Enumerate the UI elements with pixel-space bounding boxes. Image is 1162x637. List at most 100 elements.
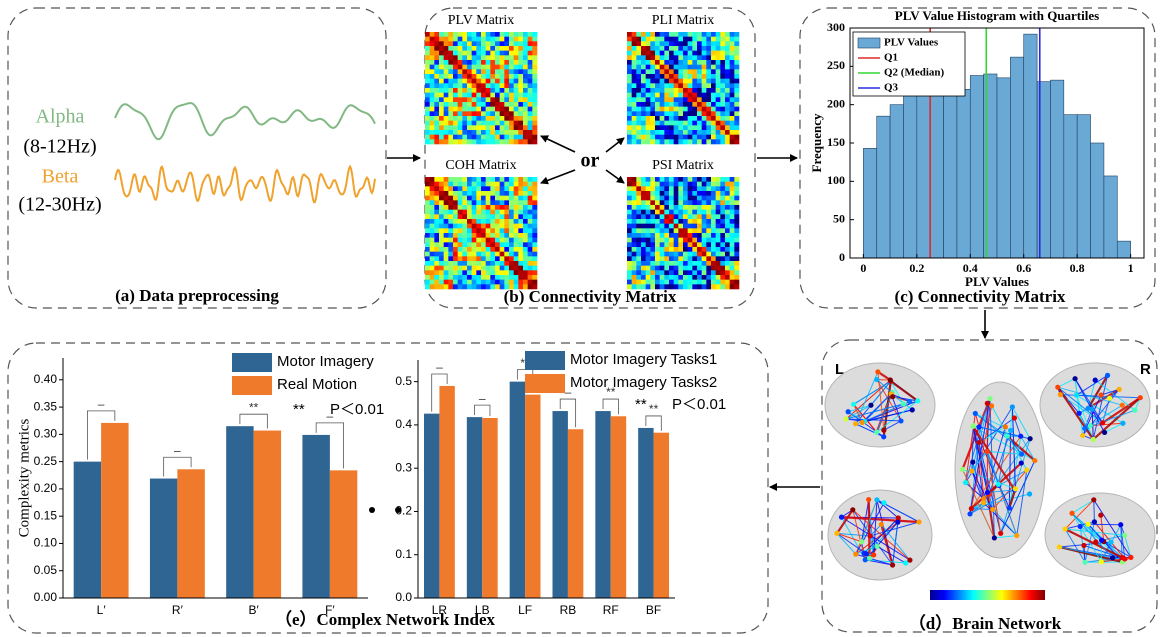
matrix-cell xyxy=(646,182,651,187)
matrix-cell xyxy=(500,284,505,289)
matrix-cell xyxy=(636,139,641,144)
matrix-cell xyxy=(688,32,693,37)
matrix-cell xyxy=(532,186,537,191)
matrix-cell xyxy=(669,177,674,182)
matrix-cell xyxy=(627,125,632,130)
matrix-cell xyxy=(476,177,481,182)
matrix-cell xyxy=(458,74,463,79)
matrix-cell xyxy=(683,41,688,46)
matrix-cell xyxy=(523,111,528,116)
matrix-cell xyxy=(453,219,458,224)
matrix-cell xyxy=(458,111,463,116)
matrix-cell xyxy=(472,139,477,144)
matrix-cell xyxy=(430,177,435,182)
matrix-cell xyxy=(660,88,665,93)
matrix-cell xyxy=(655,210,660,215)
matrix-cell xyxy=(646,60,651,65)
matrix-cell xyxy=(660,186,665,191)
matrix-cell xyxy=(660,275,665,280)
matrix-cell xyxy=(425,219,430,224)
matrix-cell xyxy=(669,79,674,84)
matrix-cell xyxy=(697,228,702,233)
matrix-cell xyxy=(664,74,669,79)
matrix-cell xyxy=(706,55,711,60)
matrix-cell xyxy=(500,121,505,126)
matrix-cell xyxy=(711,252,716,257)
matrix-cell xyxy=(641,37,646,42)
matrix-cell xyxy=(664,280,669,285)
brain-node xyxy=(1057,544,1062,549)
matrix-cell xyxy=(636,97,641,102)
matrix-cell xyxy=(655,46,660,51)
matrix-cell xyxy=(439,200,444,205)
matrix-cell xyxy=(518,93,523,98)
matrix-cell xyxy=(467,275,472,280)
brain-node xyxy=(1138,395,1143,400)
matrix-cell xyxy=(627,111,632,116)
matrix-cell xyxy=(632,69,637,74)
matrix-cell xyxy=(472,200,477,205)
matrix-cell xyxy=(458,55,463,60)
matrix-cell xyxy=(627,55,632,60)
brain-node xyxy=(1090,407,1095,412)
brain-node xyxy=(1092,519,1097,524)
matrix-cell xyxy=(641,266,646,271)
matrix-cell xyxy=(448,83,453,88)
matrix-cell xyxy=(430,210,435,215)
matrix-cell xyxy=(683,224,688,229)
matrix-cell xyxy=(453,79,458,84)
matrix-cell xyxy=(458,275,463,280)
matrix-cell xyxy=(655,228,660,233)
matrix-cell xyxy=(725,219,730,224)
matrix-cell xyxy=(716,191,721,196)
matrix-cell xyxy=(692,69,697,74)
matrix-cell xyxy=(490,65,495,70)
matrix-cell xyxy=(636,107,641,112)
matrix-cell xyxy=(660,261,665,266)
matrix-cell xyxy=(697,79,702,84)
matrix-cell xyxy=(532,252,537,257)
matrix-cell xyxy=(518,69,523,74)
brain-node xyxy=(879,522,884,527)
matrix-cell xyxy=(448,65,453,70)
matrix-cell xyxy=(697,65,702,70)
matrix-cell xyxy=(425,121,430,126)
matrix-cell xyxy=(509,83,514,88)
matrix-cell xyxy=(702,275,707,280)
matrix-cell xyxy=(688,191,693,196)
matrix-cell xyxy=(734,247,739,252)
matrix-cell xyxy=(660,182,665,187)
matrix-cell xyxy=(453,102,458,107)
matrix-cell xyxy=(528,102,533,107)
matrix-cell xyxy=(481,116,486,121)
matrix-cell xyxy=(481,214,486,219)
matrix-cell xyxy=(444,270,449,275)
matrix-cell xyxy=(504,121,509,126)
matrix-cell xyxy=(650,224,655,229)
matrix-cell xyxy=(660,46,665,51)
matrix-cell xyxy=(518,97,523,102)
matrix-cell xyxy=(669,196,674,201)
matrix-cell xyxy=(664,107,669,112)
matrix-cell xyxy=(504,233,509,238)
brain-node xyxy=(1072,376,1077,381)
matrix-cell xyxy=(448,261,453,266)
matrix-cell xyxy=(720,37,725,42)
matrix-cell xyxy=(716,219,721,224)
matrix-cell xyxy=(514,97,519,102)
matrix-cell xyxy=(430,60,435,65)
matrix-cell xyxy=(646,37,651,42)
matrix-cell xyxy=(448,32,453,37)
matrix-cell xyxy=(467,55,472,60)
matrix-cell xyxy=(448,200,453,205)
matrix-cell xyxy=(720,284,725,289)
matrix-cell xyxy=(495,280,500,285)
matrix-cell xyxy=(720,93,725,98)
matrix-cell xyxy=(692,210,697,215)
matrix-cell xyxy=(706,191,711,196)
matrix-title: PLI Matrix xyxy=(652,13,715,28)
matrix-cell xyxy=(702,41,707,46)
matrix-cell xyxy=(504,125,509,130)
matrix-cell xyxy=(674,182,679,187)
matrix-cell xyxy=(688,102,693,107)
